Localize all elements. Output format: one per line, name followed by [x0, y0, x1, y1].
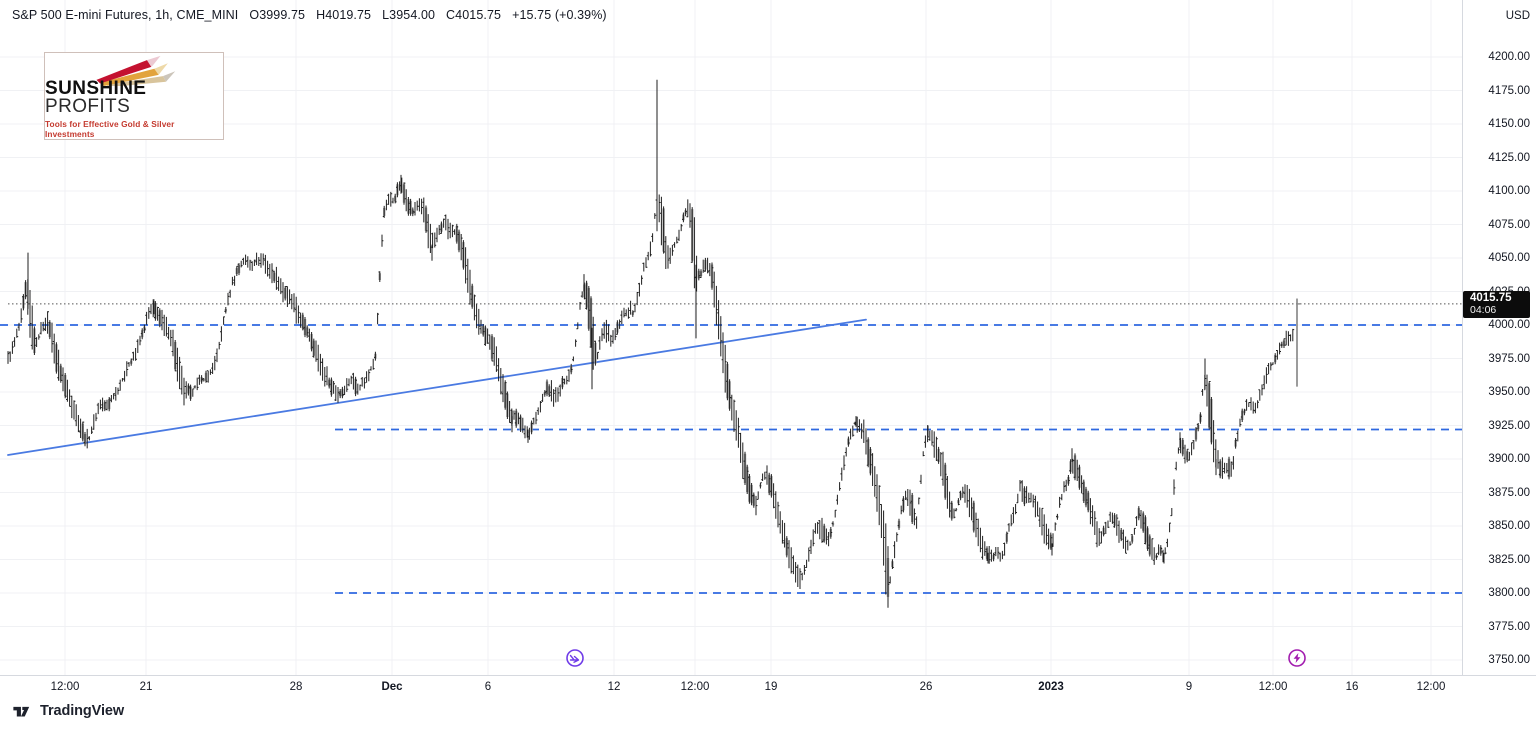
current-price-value: 4015.75	[1470, 291, 1512, 304]
price-tick-label: 4075.00	[1488, 218, 1530, 231]
sunshine-rays-icon	[96, 55, 176, 86]
price-tick-label: 3800.00	[1488, 587, 1530, 599]
time-tick-label: 28	[289, 681, 303, 693]
price-tick-label: 4125.00	[1488, 151, 1530, 164]
ohlc-close: C4015.75	[446, 8, 502, 22]
price-tick-label: 3950.00	[1488, 386, 1530, 398]
logo-title-main: SUNSHINE	[45, 78, 147, 99]
wick-spikes	[27, 79, 1217, 608]
ohlc-change: +15.75 (+0.39%)	[512, 8, 607, 22]
lightning-event-icon[interactable]	[1287, 648, 1307, 668]
symbol-title[interactable]: S&P 500 E-mini Futures, 1h, CME_MINI	[12, 8, 239, 22]
price-tick-label: 3975.00	[1488, 352, 1530, 365]
gridlines	[0, 0, 1462, 675]
time-tick-label: 9	[1185, 681, 1193, 693]
price-tick-label: 3925.00	[1488, 419, 1530, 432]
time-tick-label: 12:00	[1416, 681, 1446, 693]
time-tick-label: 26	[919, 681, 933, 693]
price-tick-label: 4050.00	[1488, 252, 1530, 264]
price-tick-label: 4000.00	[1488, 319, 1530, 331]
price-tick-label: 4175.00	[1488, 84, 1530, 97]
price-tick-label: 3825.00	[1488, 553, 1530, 566]
symbol-header: S&P 500 E-mini Futures, 1h, CME_MINI O39…	[12, 8, 607, 22]
price-tick-label: 4150.00	[1488, 118, 1530, 130]
trade-arrow-event-icon[interactable]	[565, 648, 585, 668]
tradingview-logo-icon	[13, 706, 30, 717]
sunshine-profits-tagline: Tools for Effective Gold & Silver Invest…	[45, 119, 175, 139]
price-bars	[7, 177, 1294, 599]
price-tick-label: 4100.00	[1488, 185, 1530, 197]
bar-countdown: 04:06	[1470, 303, 1497, 316]
time-tick-label: Dec	[381, 681, 403, 693]
time-tick-label: 12	[607, 681, 621, 693]
time-tick-label: 2023	[1038, 681, 1064, 693]
time-tick-label: 19	[764, 681, 778, 693]
time-tick-label: 6	[484, 681, 492, 693]
price-tick-label: 3775.00	[1488, 620, 1530, 633]
ohlc-high: H4019.75	[316, 8, 372, 22]
price-tick-label: 3900.00	[1488, 453, 1530, 465]
chart-pane[interactable]	[0, 0, 1462, 675]
tradingview-watermark[interactable]: TradingView	[12, 703, 124, 719]
price-tick-label: 3850.00	[1488, 520, 1530, 532]
time-axis[interactable]: 12:00 21 28 Dec 6 12 12:00 19 26 2023 9 12:00 16 12:0…	[0, 675, 1536, 701]
sunshine-profits-logo: SUNSHINE PROFITS Tools for Effective Gol…	[44, 52, 224, 140]
ohlc-low: L3954.00	[382, 8, 436, 22]
price-tick-label: 3875.00	[1488, 486, 1530, 499]
price-bars-shadow	[22, 184, 1286, 597]
ohlc-open: O3999.75	[249, 8, 306, 22]
logo-title-sub: PROFITS	[45, 96, 131, 117]
sunshine-profits-title: SUNSHINE PROFITS	[45, 78, 223, 117]
currency-label: USD	[1505, 10, 1530, 22]
time-tick-label: 12:00	[680, 681, 710, 693]
price-tick-label: 3750.00	[1488, 654, 1530, 666]
trendline[interactable]	[7, 318, 867, 456]
current-price-tag: 4015.75 04:06	[1463, 290, 1530, 318]
time-tick-label: 16	[1345, 681, 1359, 693]
time-tick-label: 12:00	[1258, 681, 1288, 693]
price-bar-ticks	[8, 182, 1295, 585]
price-axis[interactable]: USD 4200.00 4175.00 4150.00 4125.00 4100.00 4…	[1462, 0, 1536, 675]
time-tick-label: 21	[139, 681, 153, 693]
tradingview-brand-text: TradingView	[40, 703, 125, 719]
time-tick-label: 12:00	[50, 681, 80, 693]
price-tick-label: 4200.00	[1488, 51, 1530, 63]
